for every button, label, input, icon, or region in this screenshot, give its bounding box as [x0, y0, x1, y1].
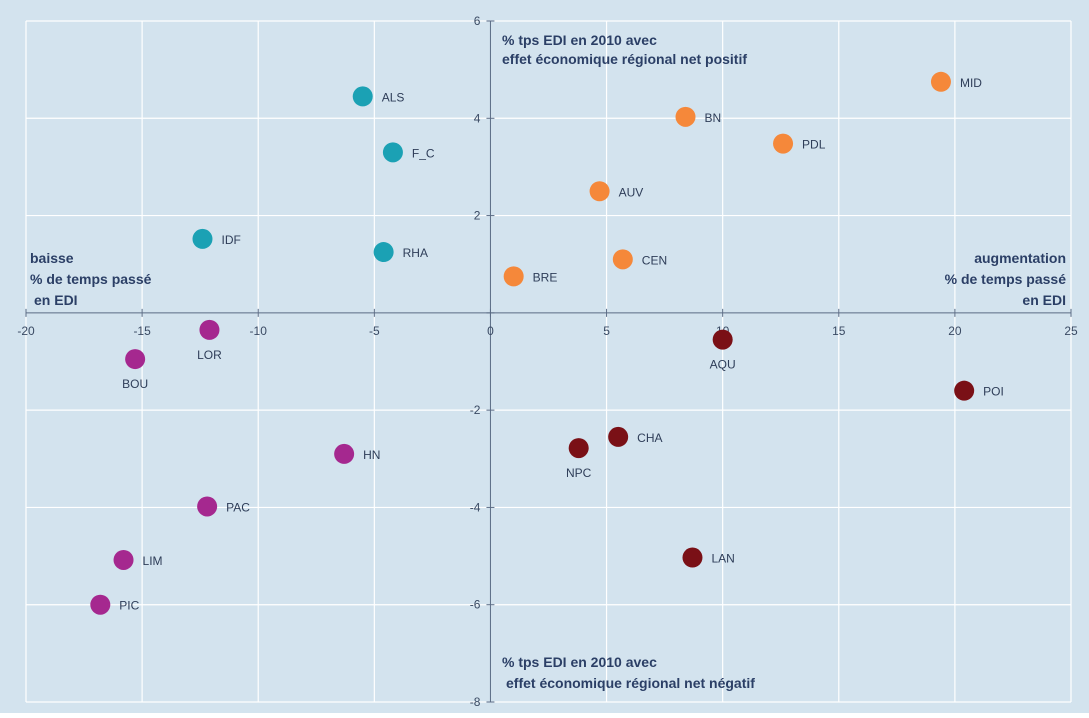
tick-labels: -20-15-10-50510152025642-2-4-6-8	[17, 14, 1078, 709]
point-label-auv: AUV	[619, 185, 644, 199]
point-auv	[589, 181, 610, 202]
x-tick-label: 5	[603, 324, 610, 338]
point-label-bou: BOU	[122, 377, 148, 391]
point-label-rha: RHA	[403, 246, 428, 260]
y-tick-label: -6	[470, 598, 481, 612]
y-tick-label: 2	[474, 209, 481, 223]
point-label-mid: MID	[960, 76, 982, 90]
point-label-idf: IDF	[221, 233, 240, 247]
point-npc	[568, 438, 589, 459]
x-tick-label: 0	[487, 324, 494, 338]
point-cha	[608, 426, 629, 447]
point-lim	[113, 549, 134, 570]
annotation-right-line1: augmentation	[974, 250, 1066, 266]
point-label-cha: CHA	[637, 431, 662, 445]
x-tick-label: -10	[250, 324, 268, 338]
point-label-als: ALS	[382, 90, 405, 104]
point-poi	[954, 380, 975, 401]
point-label-pac: PAC	[226, 500, 250, 514]
point-aqu	[712, 329, 733, 350]
y-tick-label: -8	[470, 695, 481, 709]
quadrant-annotations: % tps EDI en 2010 avec effet économique …	[30, 32, 1066, 691]
point-label-cen: CEN	[642, 253, 667, 267]
annotation-bottom-line1: % tps EDI en 2010 avec	[502, 654, 657, 670]
point-label-aqu: AQU	[710, 358, 736, 372]
point-bou	[125, 349, 146, 370]
grid-lines	[25, 20, 1072, 703]
x-tick-label: -20	[17, 324, 35, 338]
annotation-right-line3: en EDI	[1022, 292, 1066, 308]
point-pic	[90, 594, 111, 615]
point-label-npc: NPC	[566, 466, 592, 480]
point-label-hn: HN	[363, 448, 380, 462]
axes	[25, 20, 1072, 703]
x-tick-label: -5	[369, 324, 380, 338]
point-label-f-c: F_C	[412, 146, 435, 160]
x-tick-label: -15	[133, 324, 151, 338]
annotation-top-line2: effet économique régional net positif	[502, 51, 747, 67]
point-rha	[373, 242, 394, 263]
annotation-right-line2: % de temps passé	[945, 271, 1067, 287]
x-tick-label: 15	[832, 324, 846, 338]
point-cen	[612, 249, 633, 270]
point-label-poi: POI	[983, 385, 1004, 399]
point-lan	[682, 547, 703, 568]
point-pac	[197, 496, 218, 517]
y-tick-label: 6	[474, 14, 481, 28]
annotation-left-line2: % de temps passé	[30, 271, 152, 287]
x-tick-label: 20	[948, 324, 962, 338]
x-tick-label: 25	[1064, 324, 1078, 338]
annotation-top-line1: % tps EDI en 2010 avec	[502, 32, 657, 48]
point-idf	[192, 228, 213, 249]
point-label-pdl: PDL	[802, 138, 826, 152]
y-tick-label: -4	[470, 500, 481, 514]
y-tick-label: -2	[470, 403, 481, 417]
point-label-pic: PIC	[119, 599, 139, 613]
point-label-bn: BN	[705, 111, 722, 125]
y-tick-label: 4	[474, 111, 481, 125]
point-label-lan: LAN	[711, 552, 734, 566]
point-f-c	[382, 142, 403, 163]
point-label-bre: BRE	[533, 270, 558, 284]
point-hn	[334, 443, 355, 464]
point-bn	[675, 106, 696, 127]
point-mid	[930, 71, 951, 92]
point-label-lor: LOR	[197, 348, 222, 362]
point-bre	[503, 266, 524, 287]
point-pdl	[773, 133, 794, 154]
data-points: ALS F_C IDF RHA MID BN PDL AUV CEN BRE AQU POI CHA NP…	[90, 71, 1004, 615]
point-lor	[199, 319, 220, 340]
point-label-lim: LIM	[143, 554, 163, 568]
annotation-left-line1: baisse	[30, 250, 74, 266]
annotation-bottom-line2: effet économique régional net négatif	[506, 675, 755, 691]
point-als	[352, 86, 373, 107]
annotation-left-line3: en EDI	[34, 292, 78, 308]
